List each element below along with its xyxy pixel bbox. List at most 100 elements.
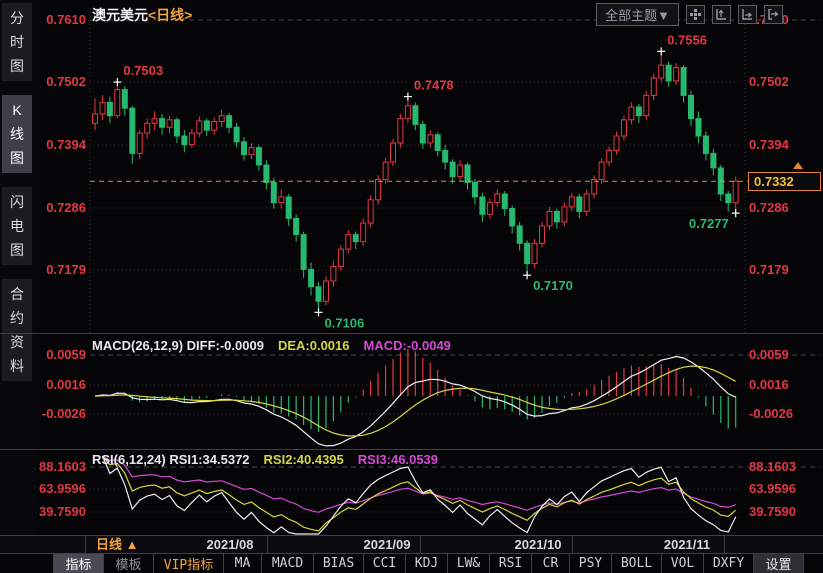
macd-dea-line bbox=[94, 365, 736, 437]
candle-body bbox=[337, 248, 344, 268]
rsi-axis-tick-left: 88.1603 bbox=[39, 459, 86, 474]
sidebar-tab-4[interactable]: 合约资料 bbox=[2, 279, 32, 381]
rsi3-value: RSI3:46.0539 bbox=[357, 452, 439, 467]
candle-body bbox=[509, 208, 516, 227]
theme-dropdown[interactable]: 全部主题▼ bbox=[596, 3, 679, 26]
axis-zoom-horizontal-icon[interactable] bbox=[738, 5, 757, 24]
time-axis-row: 日线 ▲ 2021/08 2021/09 2021/10 2021/11 bbox=[0, 536, 823, 553]
toolbar-item-rsi[interactable]: RSI bbox=[490, 554, 532, 573]
toolbar-item-kdj[interactable]: KDJ bbox=[406, 554, 448, 573]
pan-right-icon[interactable] bbox=[764, 5, 783, 24]
candle-body bbox=[106, 101, 113, 117]
extreme-price-label: 0.7478 bbox=[414, 78, 454, 93]
candle-body bbox=[345, 234, 352, 250]
toolbar-item-cci[interactable]: CCI bbox=[364, 554, 406, 573]
move-icon[interactable] bbox=[686, 5, 705, 24]
macd-axis-tick-left: 0.0059 bbox=[46, 347, 86, 362]
pane-divider bbox=[0, 535, 823, 536]
candle-body bbox=[278, 196, 285, 204]
candle-body bbox=[367, 199, 374, 224]
candle-body bbox=[427, 134, 434, 144]
price-axis-tick-right: 0.7502 bbox=[749, 74, 789, 89]
macd-diff-line bbox=[94, 355, 736, 447]
toolbar-item-vip[interactable]: VIP指标 bbox=[154, 554, 224, 573]
sidebar-tab-char: 闪 bbox=[10, 194, 24, 210]
time-axis-tick bbox=[267, 536, 268, 553]
rsi3-line bbox=[102, 455, 736, 513]
rsi-axis-tick-right: 39.7590 bbox=[749, 504, 796, 519]
period-selector[interactable]: 日线 ▲ bbox=[96, 537, 139, 552]
toolbar-item-macd[interactable]: MACD bbox=[262, 554, 314, 573]
toolbar-item-boll[interactable]: BOLL bbox=[612, 554, 662, 573]
rsi-axis-tick-left: 39.7590 bbox=[39, 504, 86, 519]
current-price-tag: 0.7332 bbox=[748, 172, 821, 191]
candle-body bbox=[233, 126, 240, 143]
time-axis-date-label: 2021/09 bbox=[363, 537, 411, 552]
candle-body bbox=[583, 193, 590, 212]
time-axis-tick bbox=[420, 536, 421, 553]
candle-body bbox=[702, 135, 709, 154]
candle-body bbox=[159, 118, 166, 128]
candle-body bbox=[591, 179, 598, 195]
toolbar-item-[interactable]: 指标 bbox=[54, 554, 104, 573]
toolbar-item-[interactable]: 模板 bbox=[104, 554, 154, 573]
candle-body bbox=[375, 179, 382, 201]
candle-body bbox=[181, 135, 188, 146]
price-axis-tick-left: 0.7179 bbox=[46, 262, 86, 277]
macd-axis-tick-left: -0.0026 bbox=[41, 406, 86, 421]
toolbar-item-[interactable]: 设置 bbox=[754, 554, 804, 573]
candle-body bbox=[352, 234, 359, 243]
candle-body bbox=[121, 89, 128, 109]
candle-body bbox=[665, 64, 672, 82]
toolbar-item-ma[interactable]: MA bbox=[224, 554, 262, 573]
toolbar-item-bias[interactable]: BIAS bbox=[314, 554, 364, 573]
time-axis-date-label: 2021/11 bbox=[663, 537, 711, 552]
price-axis-tick-left: 0.7394 bbox=[46, 137, 86, 152]
rsi2-value: RSI2:40.4395 bbox=[263, 452, 344, 467]
candle-body bbox=[442, 150, 449, 163]
topbar-controls: 全部主题▼ bbox=[596, 3, 783, 26]
sidebar-tab-3[interactable]: 闪电图 bbox=[2, 187, 32, 265]
candle-body bbox=[114, 89, 121, 117]
candlestick-series bbox=[92, 51, 739, 313]
sidebar-tab-char: 合 bbox=[10, 286, 24, 302]
candle-body bbox=[203, 120, 210, 131]
time-axis-tick bbox=[572, 536, 573, 553]
candle-body bbox=[330, 266, 337, 282]
candle-body bbox=[99, 101, 106, 115]
sidebar-tab-char: 线 bbox=[10, 126, 24, 142]
extreme-price-label: 0.7503 bbox=[123, 63, 163, 78]
candle-body bbox=[241, 141, 247, 156]
candle-body bbox=[419, 123, 426, 144]
sidebar-tab-char: 时 bbox=[10, 34, 24, 50]
axis-zoom-vertical-icon[interactable] bbox=[712, 5, 731, 24]
macd-diff-value: MACD(26,12,9) DIFF:-0.0009 bbox=[92, 338, 264, 353]
candle-body bbox=[486, 202, 493, 215]
candle-body bbox=[688, 94, 694, 120]
sidebar-tab-1[interactable]: 分时图 bbox=[2, 3, 32, 81]
candle-body bbox=[270, 181, 277, 204]
candle-body bbox=[382, 161, 389, 181]
extreme-price-label: 0.7277 bbox=[689, 216, 729, 231]
candle-body bbox=[635, 106, 642, 117]
candle-body bbox=[471, 181, 478, 198]
candle-body bbox=[725, 193, 732, 204]
candle-body bbox=[621, 119, 627, 137]
candle-body bbox=[568, 196, 575, 208]
toolbar-item-dxfy[interactable]: DXFY bbox=[704, 554, 754, 573]
rsi2-line bbox=[102, 455, 737, 532]
toolbar-item-cr[interactable]: CR bbox=[532, 554, 570, 573]
candle-body bbox=[524, 242, 531, 265]
sidebar-tab-char: 料 bbox=[10, 358, 24, 374]
toolbar-item-psy[interactable]: PSY bbox=[570, 554, 612, 573]
toolbar-item-vol[interactable]: VOL bbox=[662, 554, 704, 573]
candle-body bbox=[464, 164, 471, 183]
candle-body bbox=[300, 234, 307, 270]
toolbar-item-lw[interactable]: LW& bbox=[448, 554, 490, 573]
candle-body bbox=[680, 67, 687, 96]
macd-axis-tick-right: -0.0026 bbox=[749, 406, 794, 421]
candle-body bbox=[293, 217, 300, 236]
candle-body bbox=[628, 106, 635, 121]
